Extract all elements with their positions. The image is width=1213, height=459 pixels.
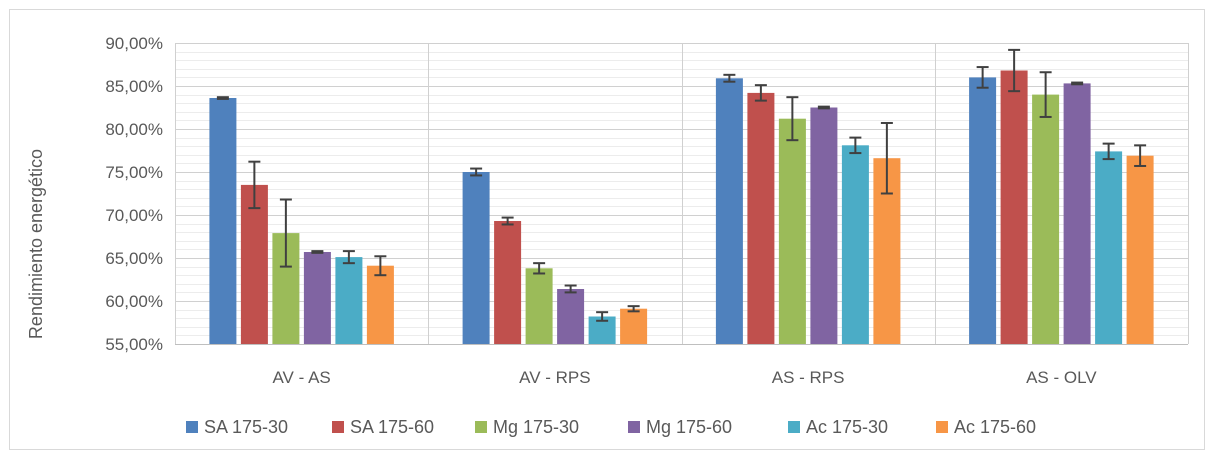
error-bars bbox=[216, 48, 1147, 322]
bar bbox=[778, 118, 806, 344]
y-tick-labels: 55,00% 60,00% 65,00% 70,00% 75,00% 80,00% 85,0… bbox=[105, 34, 163, 354]
category-separators bbox=[175, 43, 1189, 344]
legend-label: Mg 175-30 bbox=[493, 417, 579, 437]
y-tick-label: 75,00% bbox=[105, 163, 163, 182]
bar bbox=[366, 265, 394, 344]
legend-item: SA 175-30 bbox=[186, 417, 288, 437]
legend-swatch bbox=[628, 421, 640, 433]
bar bbox=[1126, 155, 1154, 344]
legend-label: Mg 175-60 bbox=[646, 417, 732, 437]
bar bbox=[1000, 70, 1028, 344]
y-tick-label: 70,00% bbox=[105, 206, 163, 225]
bar bbox=[1032, 94, 1060, 344]
legend-swatch bbox=[788, 421, 800, 433]
x-category-label: AV - RPS bbox=[519, 368, 590, 387]
bar bbox=[715, 78, 743, 345]
bar bbox=[303, 252, 331, 344]
legend-swatch bbox=[186, 421, 198, 433]
bar bbox=[1095, 151, 1123, 344]
y-tick-label: 60,00% bbox=[105, 292, 163, 311]
legend-swatch bbox=[936, 421, 948, 433]
bar bbox=[747, 92, 775, 345]
bar bbox=[810, 107, 838, 344]
bar bbox=[209, 98, 237, 344]
bar bbox=[1063, 83, 1091, 345]
legend-swatch bbox=[332, 421, 344, 433]
y-tick-label: 80,00% bbox=[105, 120, 163, 139]
x-category-labels: AV - AS AV - RPS AS - RPS AS - OLV bbox=[272, 368, 1097, 387]
y-tick-label: 85,00% bbox=[105, 77, 163, 96]
y-tick-label: 90,00% bbox=[105, 34, 163, 53]
legend-swatch bbox=[475, 421, 487, 433]
x-category-label: AS - RPS bbox=[772, 368, 845, 387]
y-axis-title: Rendimiento energético bbox=[26, 149, 46, 339]
legend: SA 175-30 SA 175-60 Mg 175-30 Mg 175-60 Ac 1… bbox=[186, 417, 1036, 437]
bar bbox=[525, 268, 553, 344]
legend-label: Ac 175-30 bbox=[806, 417, 888, 437]
legend-item: Mg 175-30 bbox=[475, 417, 579, 437]
bar bbox=[557, 289, 585, 344]
bar bbox=[841, 145, 869, 344]
bar bbox=[969, 77, 997, 345]
legend-item: Ac 175-60 bbox=[936, 417, 1036, 437]
legend-item: Ac 175-30 bbox=[788, 417, 888, 437]
legend-label: SA 175-30 bbox=[204, 417, 288, 437]
bar bbox=[462, 172, 490, 344]
bar bbox=[494, 221, 522, 344]
x-category-label: AS - OLV bbox=[1026, 368, 1097, 387]
y-tick-label: 55,00% bbox=[105, 335, 163, 354]
legend-label: SA 175-60 bbox=[350, 417, 434, 437]
legend-item: SA 175-60 bbox=[332, 417, 434, 437]
bars bbox=[209, 70, 1154, 345]
legend-label: Ac 175-60 bbox=[954, 417, 1036, 437]
y-tick-label: 65,00% bbox=[105, 249, 163, 268]
x-category-label: AV - AS bbox=[272, 368, 330, 387]
legend-item: Mg 175-60 bbox=[628, 417, 732, 437]
bar bbox=[335, 257, 363, 344]
bar bbox=[240, 184, 268, 344]
bar bbox=[620, 308, 648, 344]
